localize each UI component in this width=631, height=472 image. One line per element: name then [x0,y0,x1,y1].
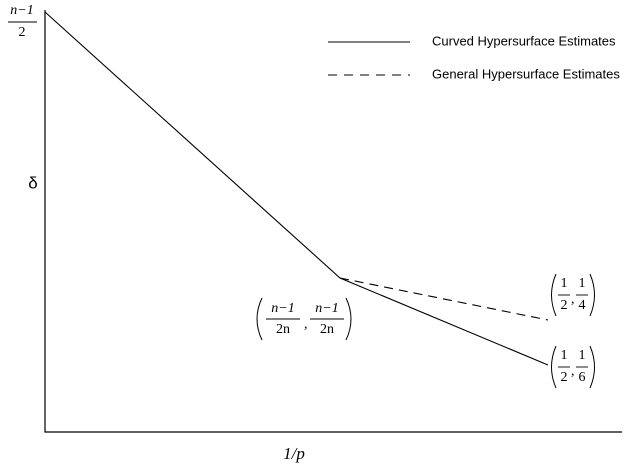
y-axis-label: δ [28,173,37,192]
paren [345,297,352,341]
legend-label: General Hypersurface Estimates [432,66,620,81]
denominator: 2n [276,322,290,337]
point-label: n−1 2n , n−1 2n [256,297,352,341]
numerator: 1 [561,348,568,363]
axes [44,10,622,433]
paren [256,297,263,341]
numerator: 1 [579,276,586,291]
numerator: n−1 [10,3,33,18]
paren [589,345,595,389]
paren [551,273,557,317]
point-label: 1 2 , 1 6 [551,345,595,389]
x-axis-label: 1/p [283,444,305,463]
denominator: 2 [561,298,568,313]
comma: , [571,292,575,307]
numerator: n−1 [271,301,294,316]
general-estimate-line [339,277,549,321]
denominator: 4 [579,298,586,313]
comma: , [571,364,575,379]
curved-estimate-line [44,11,549,366]
paren [551,345,557,389]
denominator: 2n [320,322,334,337]
legend-label: Curved Hypersurface Estimates [432,33,616,48]
denominator: 2 [19,25,26,40]
point-label: 1 2 , 1 4 [551,273,595,317]
comma: , [304,317,308,332]
denominator: 2 [561,370,568,385]
paren [589,273,595,317]
numerator: 1 [579,348,586,363]
numerator: n−1 [315,301,338,316]
denominator: 6 [579,370,586,385]
numerator: 1 [561,276,568,291]
